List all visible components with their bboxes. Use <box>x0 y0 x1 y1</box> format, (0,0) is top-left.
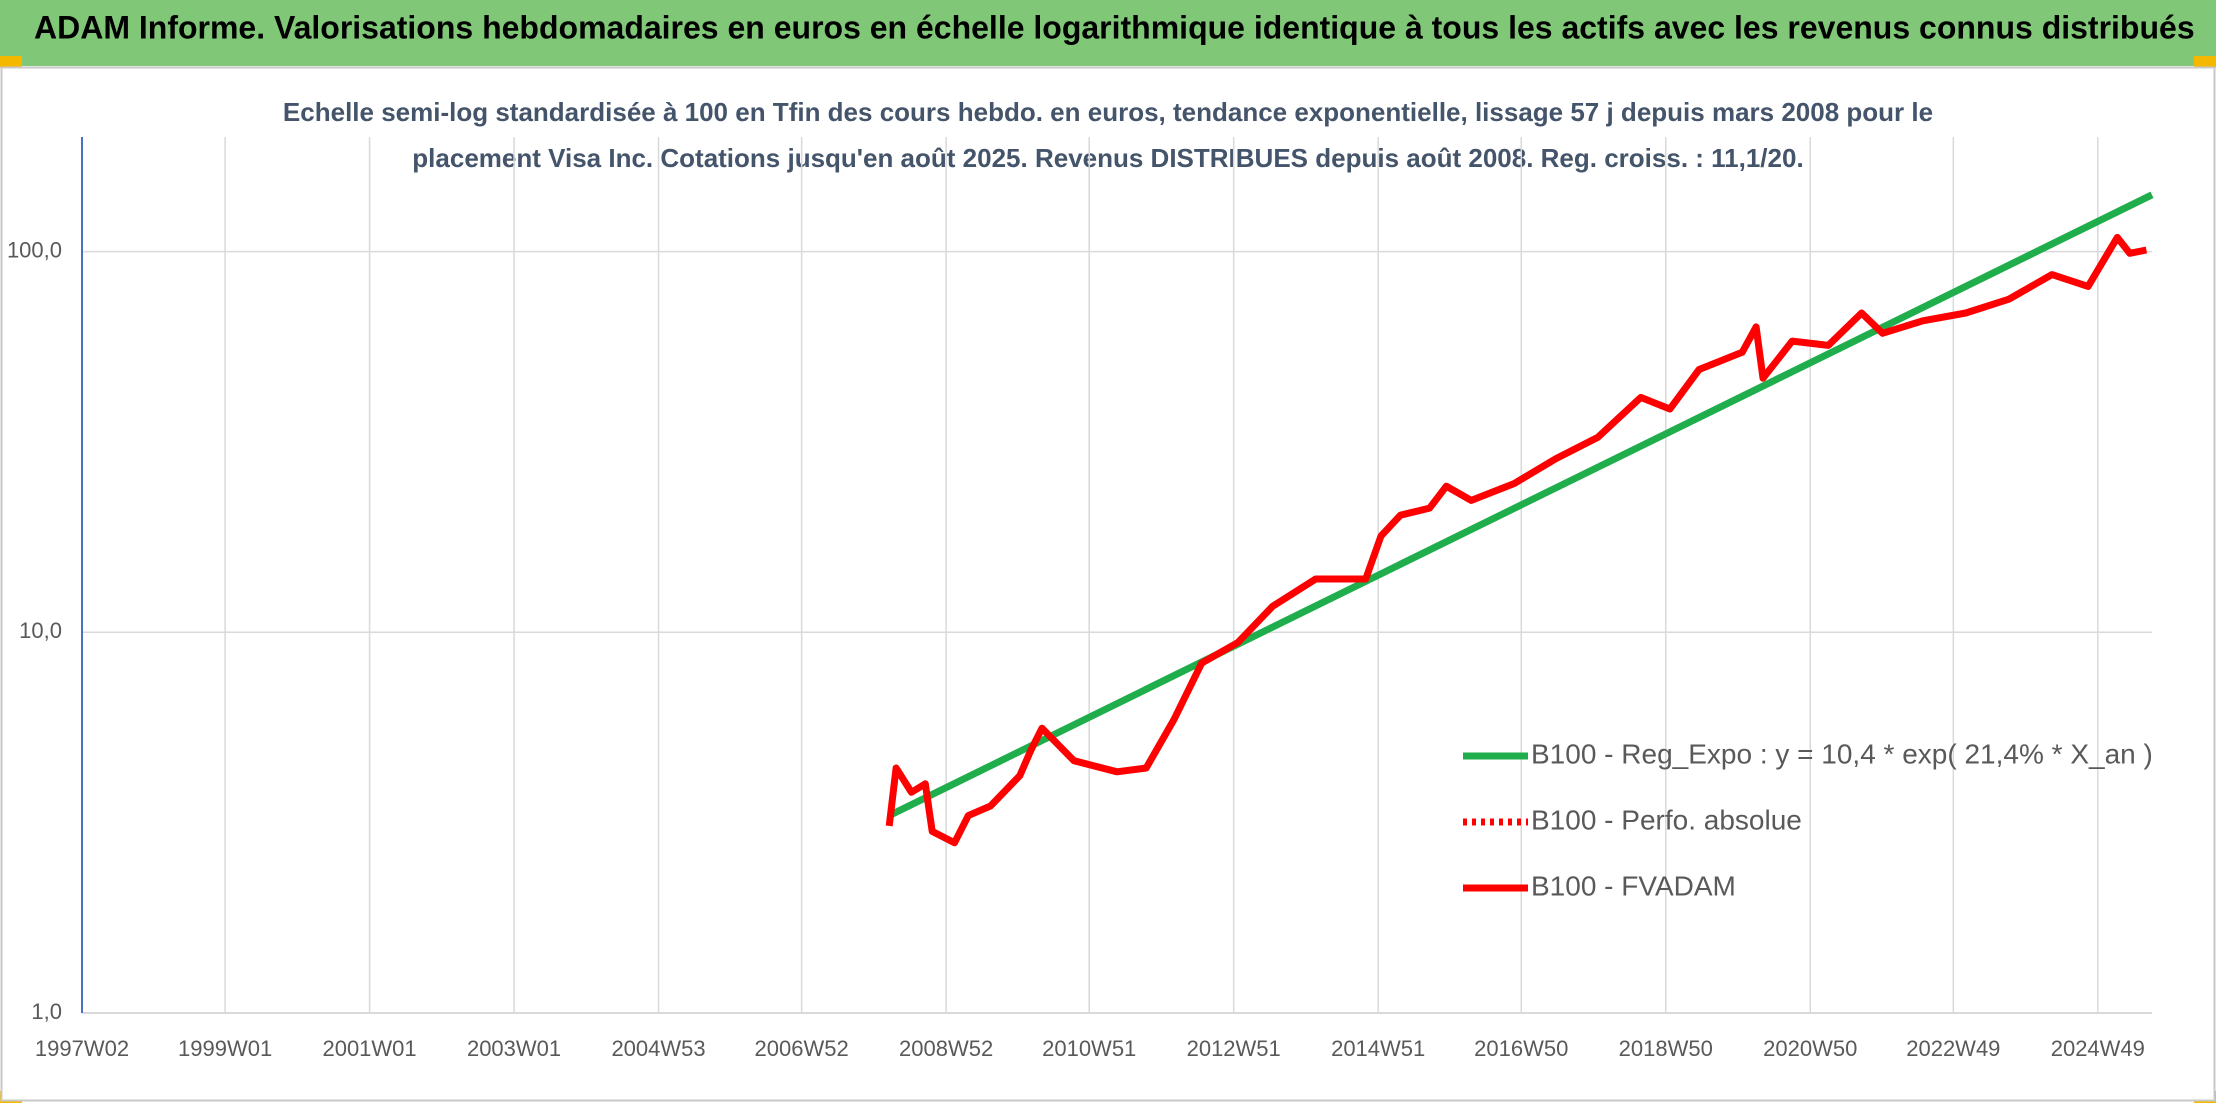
x-tick-label: 2016W50 <box>1474 1036 1568 1061</box>
legend-label: B100 - Perfo. absolue <box>1531 804 1802 835</box>
x-tick-label: 2018W50 <box>1619 1036 1713 1061</box>
chart-subtitle: placement Visa Inc. Cotations jusqu'en a… <box>412 143 1803 173</box>
x-tick-label: 2006W52 <box>755 1036 849 1061</box>
corner <box>2194 56 2216 68</box>
header-bar <box>0 0 2216 66</box>
chart-title: ADAM Informe. Valorisations hebdomadaire… <box>34 9 2195 45</box>
x-tick-label: 2024W49 <box>2051 1036 2145 1061</box>
series-line <box>887 191 2154 819</box>
legend-label: B100 - Reg_Expo : y = 10,4 * exp( 21,4% … <box>1531 738 2153 769</box>
x-tick-label: 2012W51 <box>1187 1036 1281 1061</box>
y-tick-label: 100,0 <box>7 237 62 262</box>
y-tick-label: 10,0 <box>19 618 62 643</box>
x-tick-label: 2004W53 <box>611 1036 705 1061</box>
x-tick-label: 2014W51 <box>1331 1036 1425 1061</box>
x-tick-label: 2008W52 <box>899 1036 993 1061</box>
x-tick-label: 2020W50 <box>1763 1036 1857 1061</box>
x-tick-label: 1997W02 <box>35 1036 129 1061</box>
legend-label: B100 - FVADAM <box>1531 870 1736 901</box>
series-line <box>885 233 2148 847</box>
corner <box>0 56 22 68</box>
x-tick-label: 2010W51 <box>1042 1036 1136 1061</box>
y-tick-label: 1,0 <box>31 999 62 1024</box>
x-tick-label: 2022W49 <box>1906 1036 2000 1061</box>
chart-frame <box>0 66 2216 1102</box>
chart-subtitle: Echelle semi-log standardisée à 100 en T… <box>283 97 1933 127</box>
x-tick-label: 1999W01 <box>178 1036 272 1061</box>
x-tick-label: 2003W01 <box>467 1036 561 1061</box>
x-tick-label: 2001W01 <box>322 1036 416 1061</box>
